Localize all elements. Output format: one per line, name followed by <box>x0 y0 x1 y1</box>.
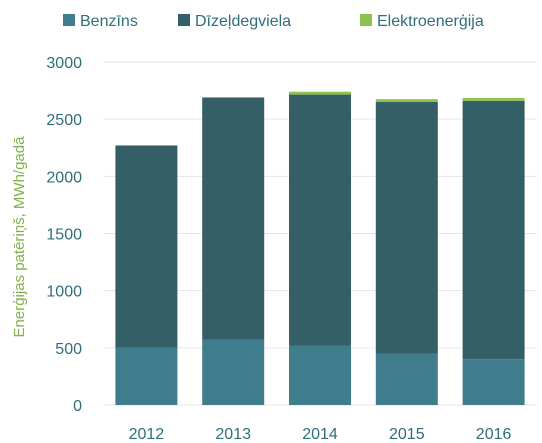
bar-segment-d-ze-degviela-2013 <box>202 97 265 340</box>
legend-label: Elektroenerģija <box>377 12 484 30</box>
bar-segment-elektroener-ija-2014 <box>289 91 351 95</box>
legend: Benzīns Dīzeļdegviela Elektroenerģija <box>63 12 484 30</box>
y-tick-label: 1000 <box>46 284 82 301</box>
legend-item: Elektroenerģija <box>360 12 484 30</box>
bar-segment-benz-ns-2016 <box>462 359 525 405</box>
x-tick-label: 2013 <box>215 426 251 443</box>
y-tick-label: 1500 <box>46 227 82 244</box>
x-tick-label: 2016 <box>476 426 512 443</box>
bar-segment-elektroener-ija-2015 <box>375 99 438 103</box>
bar-segment-d-ze-degviela-2015 <box>375 102 438 354</box>
bar-segment-benz-ns-2013 <box>202 339 265 405</box>
bar-segment-benz-ns-2015 <box>375 353 438 405</box>
legend-label: Benzīns <box>80 13 138 30</box>
y-tick-label: 500 <box>55 341 82 358</box>
x-tick-label: 2012 <box>129 426 165 443</box>
legend-swatch <box>360 14 372 26</box>
y-tick-label: 2000 <box>46 169 82 186</box>
y-tick-label: 3000 <box>46 55 82 72</box>
y-tick-label: 0 <box>73 398 82 415</box>
bar-segment-d-ze-degviela-2016 <box>462 100 525 360</box>
y-tick-labels: 0 500 1000 1500 2000 2500 3000 <box>46 55 82 415</box>
legend-item: Dīzeļdegviela <box>178 13 291 30</box>
x-tick-label: 2014 <box>302 426 338 443</box>
legend-label: Dīzeļdegviela <box>195 13 291 30</box>
legend-item: Benzīns <box>63 13 138 30</box>
bars <box>115 91 525 405</box>
bar-segment-benz-ns-2014 <box>289 345 351 405</box>
bar-segment-elektroener-ija-2016 <box>462 98 525 101</box>
legend-swatch <box>63 14 75 26</box>
bar-segment-benz-ns-2012 <box>115 347 178 405</box>
y-tick-label: 2500 <box>46 112 82 129</box>
bar-segment-d-ze-degviela-2012 <box>115 145 178 348</box>
x-tick-label: 2015 <box>389 426 425 443</box>
legend-swatch <box>178 14 190 26</box>
bar-segment-d-ze-degviela-2014 <box>289 94 351 346</box>
x-tick-labels: 2012 2013 2014 2015 2016 <box>129 426 512 443</box>
y-axis-label: Enerģijas patēriņš, MWh/gadā <box>11 136 28 338</box>
